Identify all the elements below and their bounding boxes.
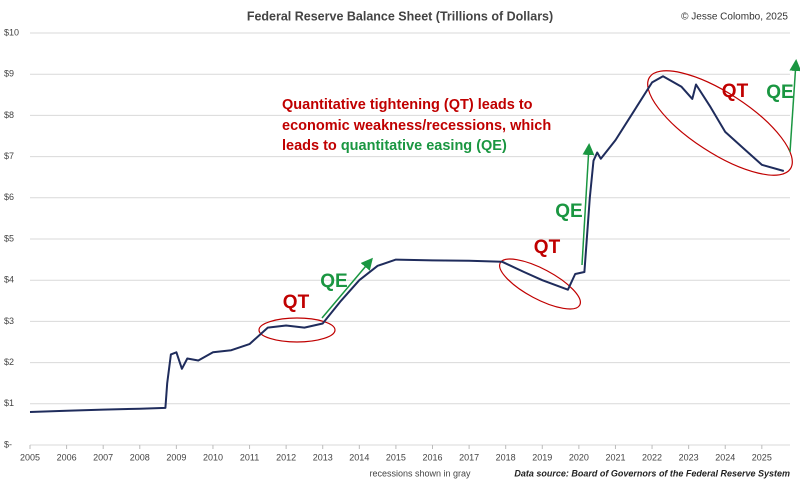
grid bbox=[30, 32, 790, 446]
annotation-line: economic weakness/recessions, which bbox=[282, 118, 551, 134]
y-tick-label: $3 bbox=[4, 316, 14, 326]
x-tick-label: 2010 bbox=[203, 452, 223, 462]
x-tick-label: 2025 bbox=[752, 452, 772, 462]
x-tick-label: 2016 bbox=[422, 452, 442, 462]
x-tick-label: 2013 bbox=[313, 452, 333, 462]
x-tick-label: 2008 bbox=[130, 452, 150, 462]
x-tick-label: 2021 bbox=[605, 452, 625, 462]
x-tick-label: 2017 bbox=[459, 452, 479, 462]
x-tick-label: 2005 bbox=[20, 452, 40, 462]
annotation-part: quantitative easing (QE) bbox=[341, 138, 507, 154]
qe-label: QE bbox=[320, 271, 347, 292]
x-tick-label: 2012 bbox=[276, 452, 296, 462]
x-tick-label: 2022 bbox=[642, 452, 662, 462]
source: Data source: Board of Governors of the F… bbox=[514, 468, 790, 478]
qt-label: QT bbox=[534, 237, 561, 258]
x-tick-label: 2007 bbox=[93, 452, 113, 462]
x-tick-label: 2020 bbox=[569, 452, 589, 462]
x-tick-label: 2024 bbox=[715, 452, 735, 462]
qe-label: QE bbox=[555, 201, 582, 222]
x-tick-label: 2006 bbox=[57, 452, 77, 462]
x-tick-label: 2019 bbox=[532, 452, 552, 462]
data-line bbox=[29, 75, 785, 413]
y-tick-label: $6 bbox=[4, 192, 14, 202]
y-tick-label: $4 bbox=[4, 275, 14, 285]
x-tick-label: 2009 bbox=[166, 452, 186, 462]
qt-label: QT bbox=[283, 292, 310, 313]
qe-arrow bbox=[789, 59, 800, 153]
x-tick-label: 2023 bbox=[679, 452, 699, 462]
qe-arrow bbox=[321, 257, 373, 319]
y-tick-label: $9 bbox=[4, 69, 14, 79]
qt-ellipse bbox=[258, 317, 336, 343]
annotation-part: leads to bbox=[282, 138, 341, 154]
x-tick-label: 2015 bbox=[386, 452, 406, 462]
x-tick-label: 2018 bbox=[496, 452, 516, 462]
chart-title: Federal Reserve Balance Sheet (Trillions… bbox=[247, 9, 553, 23]
qe-arrow bbox=[581, 143, 595, 266]
annotation-line: leads to quantitative easing (QE) bbox=[282, 138, 507, 154]
y-tick-label: $2 bbox=[4, 357, 14, 367]
credit: © Jesse Colombo, 2025 bbox=[681, 12, 788, 23]
annotation-line: Quantitative tightening (QT) leads to bbox=[282, 97, 533, 113]
x-tick-label: 2011 bbox=[240, 452, 259, 462]
x-tick-label: 2014 bbox=[349, 452, 369, 462]
y-tick-label: $7 bbox=[4, 151, 14, 161]
y-tick-label: $10 bbox=[4, 27, 19, 37]
qt-ellipse bbox=[499, 258, 581, 310]
y-tick-label: $1 bbox=[4, 398, 14, 408]
qt-ellipse bbox=[647, 70, 793, 176]
y-tick-label: $8 bbox=[4, 110, 14, 120]
x-axis-label: recessions shown in gray bbox=[369, 468, 471, 478]
qt-label: QT bbox=[722, 81, 749, 102]
y-tick-label: $5 bbox=[4, 233, 14, 243]
qe-label: QE bbox=[766, 82, 793, 103]
y-tick-label: $- bbox=[4, 439, 12, 449]
